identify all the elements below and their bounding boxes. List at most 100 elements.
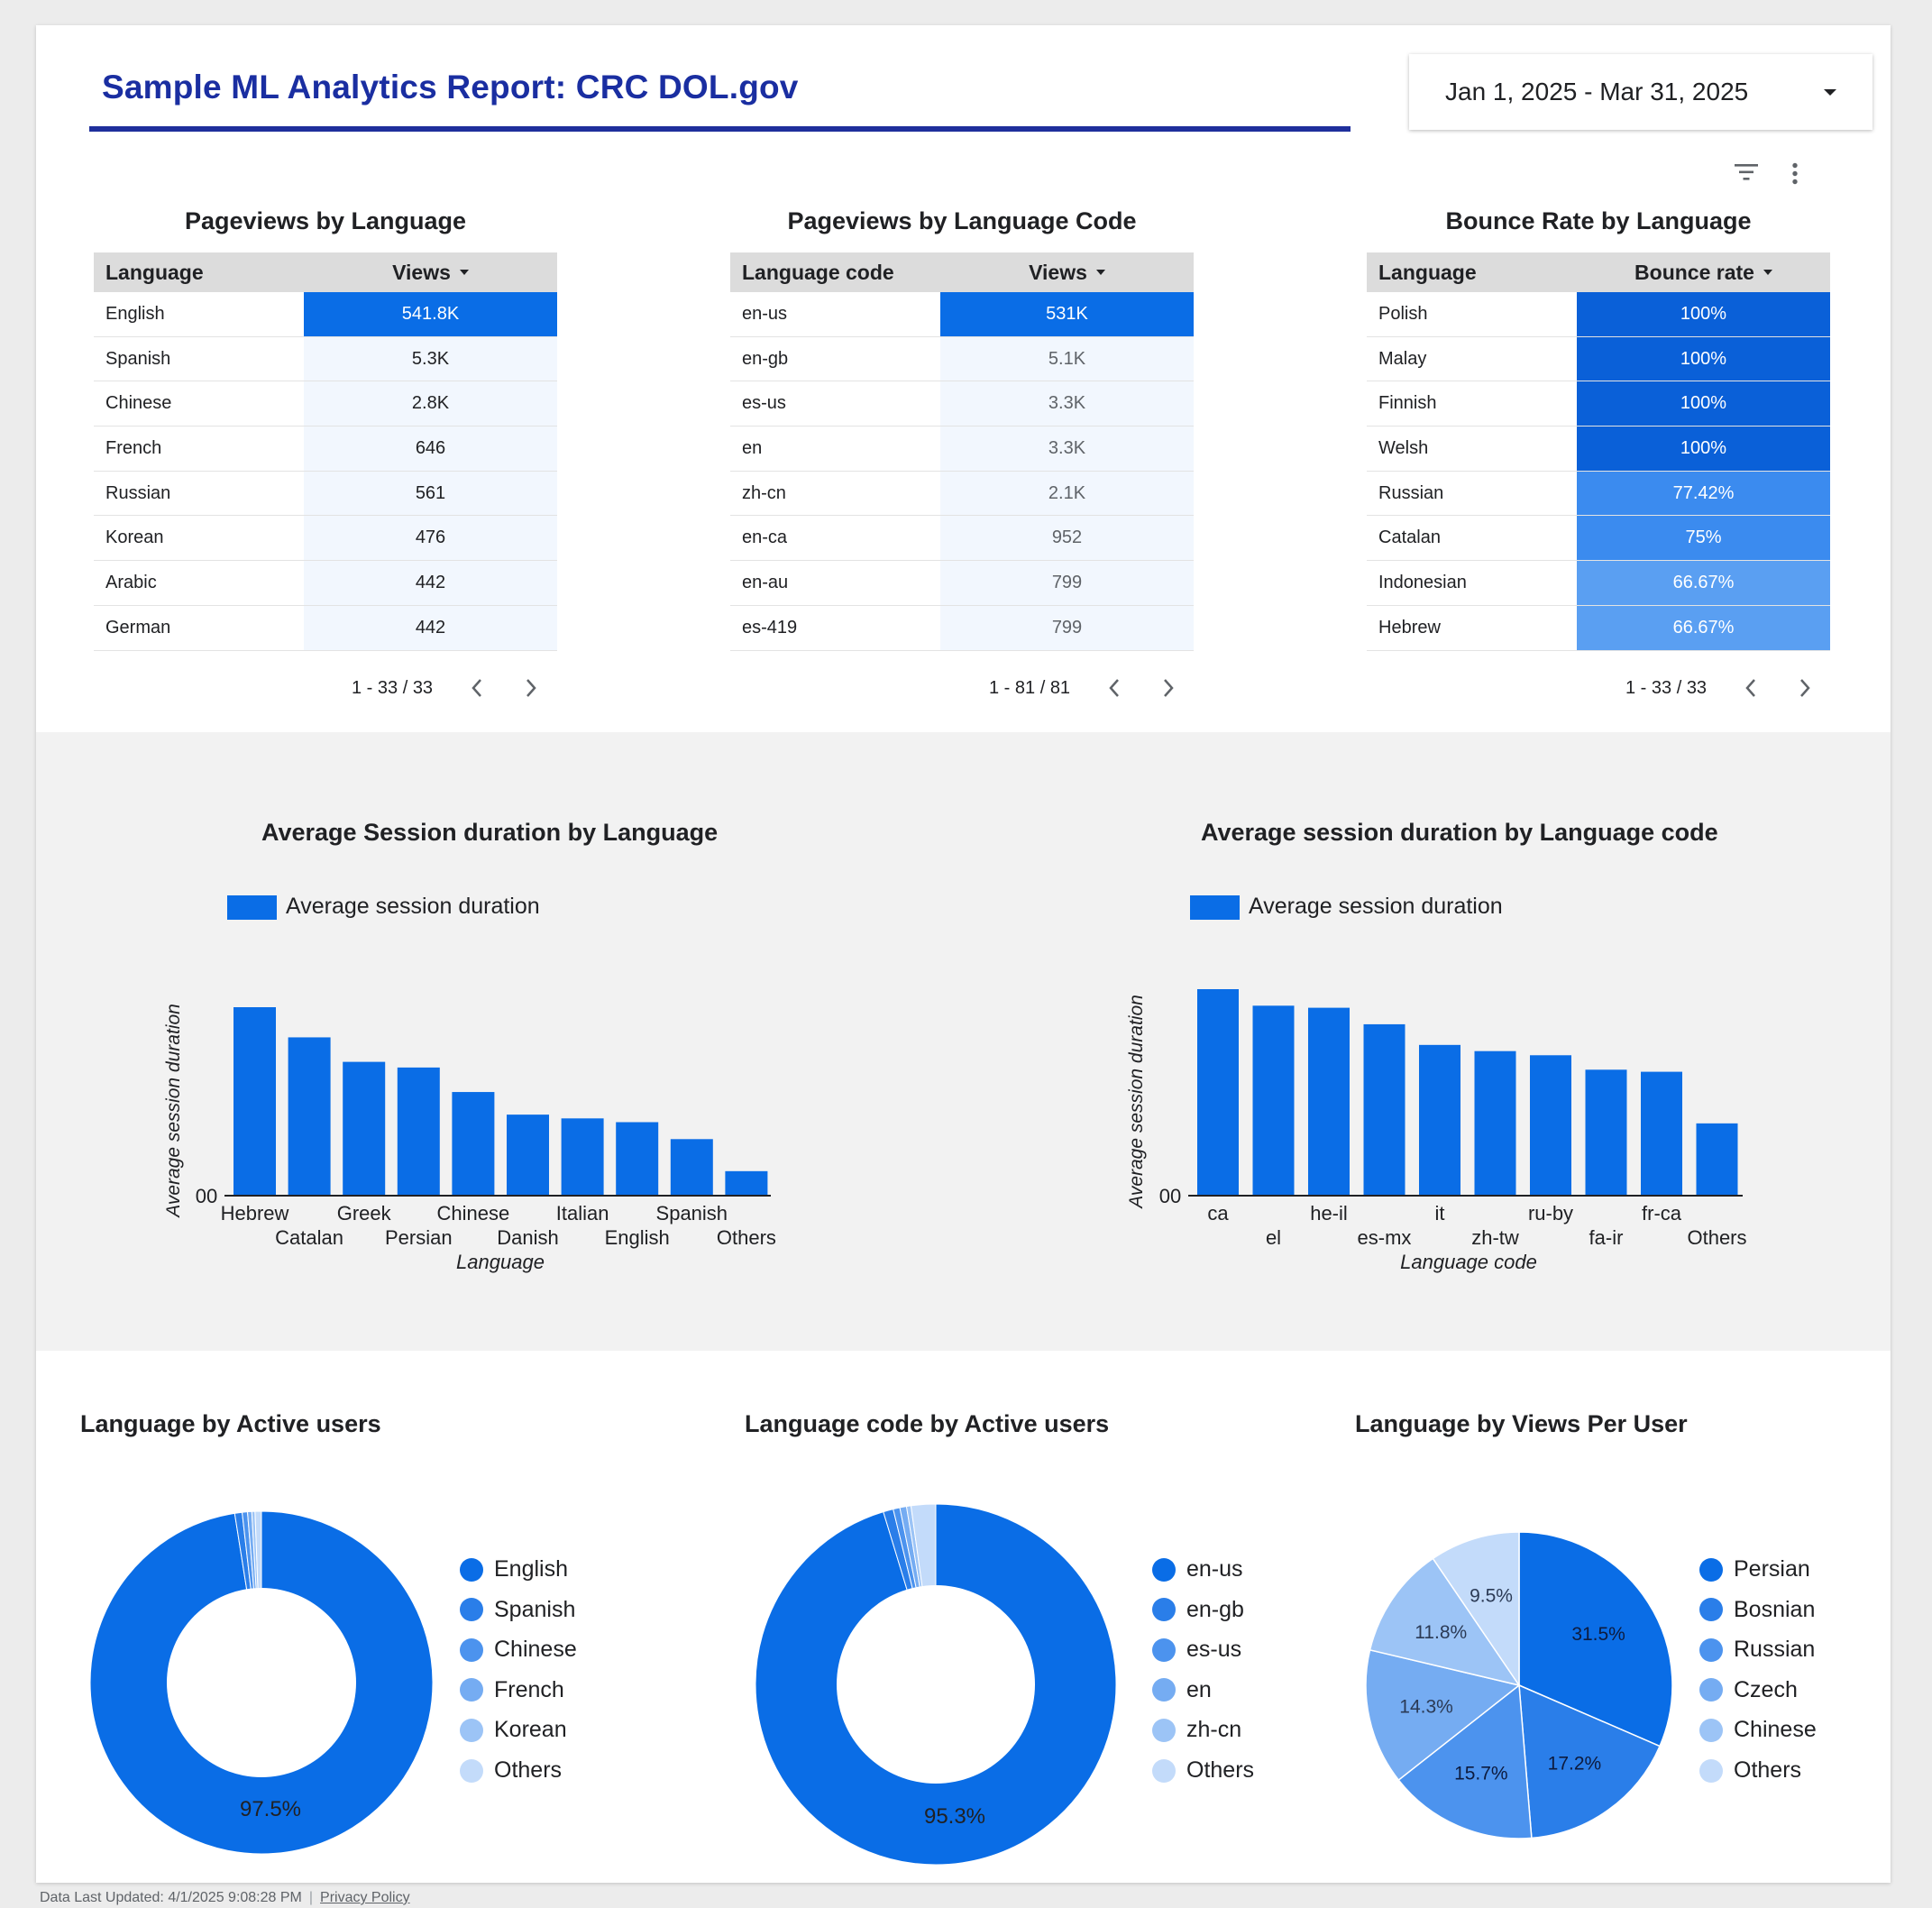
table-row[interactable]: Chinese 2.8K: [94, 381, 557, 427]
table-row[interactable]: Russian 77.42%: [1367, 471, 1830, 517]
bar[interactable]: [1308, 1007, 1350, 1196]
legend-item[interactable]: French: [460, 1677, 564, 1703]
dropdown-caret-icon: [1824, 89, 1836, 96]
column-header-dimension[interactable]: Language code: [742, 260, 894, 284]
bar[interactable]: [288, 1037, 331, 1196]
table-row[interactable]: Indonesian 66.67%: [1367, 561, 1830, 606]
table-row[interactable]: Arabic 442: [94, 561, 557, 606]
table-row[interactable]: en-ca 952: [730, 516, 1194, 562]
bar[interactable]: [1585, 1069, 1627, 1196]
table-row[interactable]: en-gb 5.1K: [730, 336, 1194, 382]
bar[interactable]: [1641, 1071, 1682, 1196]
pie-slice[interactable]: [1365, 1648, 1521, 1782]
legend-item[interactable]: Chinese: [460, 1637, 577, 1663]
table-row[interactable]: French 646: [94, 427, 557, 472]
bar[interactable]: [1530, 1055, 1571, 1196]
table-row[interactable]: es-us 3.3K: [730, 381, 1194, 427]
row-label: Russian: [1378, 482, 1444, 503]
table-row[interactable]: Catalan 75%: [1367, 516, 1830, 562]
bar[interactable]: [343, 1061, 386, 1196]
date-range-picker[interactable]: Jan 1, 2025 - Mar 31, 2025: [1409, 54, 1872, 130]
legend-item[interactable]: Chinese: [1699, 1717, 1817, 1743]
row-value: 5.3K: [304, 336, 557, 381]
next-page-button[interactable]: [1793, 676, 1817, 700]
filter-icon[interactable]: [1734, 162, 1759, 182]
legend-item[interactable]: Spanish: [460, 1597, 575, 1623]
bar[interactable]: [725, 1170, 768, 1196]
legend-label: Spanish: [494, 1596, 576, 1622]
bar[interactable]: [616, 1122, 659, 1196]
legend-item[interactable]: en-us: [1152, 1556, 1243, 1582]
pie-charts: 97.5% 95.3% 31.5% 17.2% 15.7% 14.3% 11.8%9.5%: [89, 1503, 1673, 1866]
prev-page-button[interactable]: [1103, 676, 1126, 700]
bar[interactable]: [1419, 1044, 1460, 1196]
pie-slice[interactable]: [1397, 1683, 1533, 1839]
date-range-text: Jan 1, 2025 - Mar 31, 2025: [1445, 78, 1749, 105]
bar[interactable]: [561, 1118, 604, 1196]
legend-item[interactable]: Czech: [1699, 1677, 1798, 1703]
x-tick-label: es-mx: [1358, 1226, 1412, 1249]
row-label: Finnish: [1378, 393, 1437, 414]
column-header-metric[interactable]: Views: [940, 261, 1194, 285]
bar[interactable]: [1474, 1050, 1516, 1196]
table-row[interactable]: zh-cn 2.1K: [730, 471, 1194, 517]
table-row[interactable]: Finnish 100%: [1367, 381, 1830, 427]
bar[interactable]: [233, 1007, 276, 1196]
pie-slice[interactable]: [1518, 1531, 1673, 1747]
table-header: Language code Views: [730, 252, 1194, 292]
legend-item[interactable]: Others: [460, 1757, 562, 1784]
legend-item[interactable]: en-gb: [1152, 1597, 1244, 1623]
next-page-button[interactable]: [519, 676, 543, 700]
pie-slice[interactable]: [1518, 1683, 1662, 1839]
legend-item[interactable]: English: [460, 1556, 568, 1582]
table-row[interactable]: en-us 531K: [730, 292, 1194, 337]
pie-slice[interactable]: [1369, 1557, 1521, 1687]
next-page-button[interactable]: [1157, 676, 1180, 700]
row-label: English: [105, 303, 165, 324]
column-header-dimension[interactable]: Language: [1378, 260, 1477, 284]
prev-page-button[interactable]: [1739, 676, 1763, 700]
table-row[interactable]: Malay 100%: [1367, 336, 1830, 382]
table-row[interactable]: en 3.3K: [730, 427, 1194, 472]
table-row[interactable]: es-419 799: [730, 605, 1194, 651]
table-row[interactable]: en-au 799: [730, 561, 1194, 606]
y-tick-label: 00: [1159, 1185, 1181, 1207]
table-row[interactable]: Polish 100%: [1367, 292, 1830, 337]
column-header-metric[interactable]: Bounce rate: [1577, 261, 1830, 285]
bar[interactable]: [507, 1115, 549, 1196]
bar[interactable]: [452, 1092, 495, 1196]
privacy-policy-link[interactable]: Privacy Policy: [320, 1890, 410, 1905]
legend-item[interactable]: es-us: [1152, 1637, 1241, 1663]
legend-item[interactable]: Russian: [1699, 1637, 1815, 1663]
table-row[interactable]: Welsh 100%: [1367, 427, 1830, 472]
legend-item[interactable]: Persian: [1699, 1556, 1810, 1582]
prev-page-button[interactable]: [465, 676, 489, 700]
pie-slice[interactable]: [1432, 1531, 1520, 1688]
table-row[interactable]: English 541.8K: [94, 292, 557, 337]
legend-item[interactable]: Others: [1152, 1757, 1254, 1784]
bar[interactable]: [1197, 989, 1239, 1196]
table-row[interactable]: Hebrew 66.67%: [1367, 605, 1830, 651]
data-table: Language Bounce rate Polish 100% Malay 100% Fi…: [1367, 252, 1830, 651]
bar[interactable]: [1252, 1005, 1295, 1196]
column-header-metric[interactable]: Views: [304, 261, 557, 285]
bar[interactable]: [1363, 1023, 1406, 1196]
legend-item[interactable]: Korean: [460, 1717, 567, 1743]
legend-label: Others: [1734, 1757, 1802, 1783]
bar[interactable]: [1696, 1123, 1738, 1196]
more-vert-icon[interactable]: [1790, 162, 1799, 186]
table-row[interactable]: German 442: [94, 605, 557, 651]
legend-item[interactable]: zh-cn: [1152, 1717, 1241, 1743]
table-row[interactable]: Russian 561: [94, 471, 557, 517]
legend-item[interactable]: Others: [1699, 1757, 1801, 1784]
table-row[interactable]: Spanish 5.3K: [94, 336, 557, 382]
legend-item[interactable]: en: [1152, 1677, 1212, 1703]
column-header-dimension[interactable]: Language: [105, 260, 204, 284]
report-page: Sample ML Analytics Report: CRC DOL.gov …: [36, 25, 1891, 1883]
bar[interactable]: [397, 1067, 440, 1196]
table-row[interactable]: Korean 476: [94, 516, 557, 562]
row-value: 799: [940, 605, 1194, 650]
x-tick-label: Chinese: [437, 1202, 510, 1225]
bar[interactable]: [670, 1139, 713, 1196]
legend-item[interactable]: Bosnian: [1699, 1597, 1815, 1623]
